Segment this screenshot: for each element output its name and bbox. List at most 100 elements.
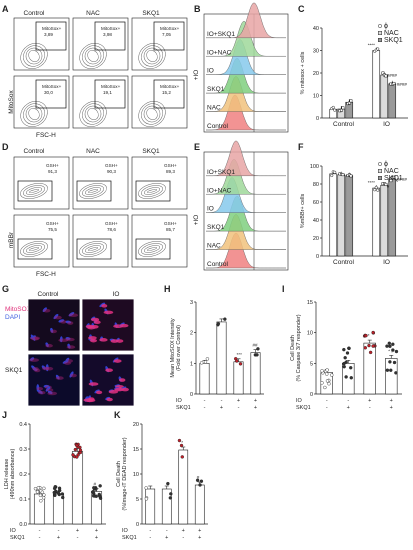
gate-percentage: 3,98 [103,32,112,37]
data-point [40,490,45,494]
mitosox-signal [46,388,54,392]
flow-plot-frame [72,75,129,129]
mitosox-signal [68,313,79,318]
mitosox-signal [66,345,76,349]
panel-a-col-control: Control [24,10,46,17]
treatment-io-sign: - [58,528,60,534]
mitosox-signal [121,387,129,392]
panel-a-xlabel: FSC-H [36,132,56,139]
data-point [394,349,399,354]
panel-a-col-nac: NAC [86,10,100,17]
histogram-label: SKQ1 [207,86,225,93]
data-point [60,492,65,496]
significance-mark: *** [237,352,243,357]
histogram-label: IO [207,68,214,75]
data-point [384,74,388,78]
histogram-trace [206,233,286,269]
data-point [345,351,350,355]
mitosox-signal [114,387,124,392]
mitosox-signal [42,366,50,371]
data-point [75,443,79,448]
histogram-label: IO+NAC [207,187,232,194]
data-point [36,486,41,490]
density-contour [79,101,107,127]
data-point [91,494,96,498]
y-tick-label: 10 [133,472,139,478]
gate-percentage: 19,1 [103,90,112,95]
flow-plot-frame [72,214,129,268]
y-tick-label: 40 [313,218,319,224]
flow-plot-frame [131,214,188,268]
treatment-skq1-sign: - [39,535,41,541]
flow-plot-frame [13,75,70,129]
histogram-trace [205,76,287,112]
gate-percentage: 75,5 [48,227,57,232]
data-point [53,493,57,498]
y-tick-label: 1 [190,361,193,367]
data-point [347,101,351,105]
data-point [41,496,46,500]
micrograph-tile [27,298,81,352]
data-point [342,361,346,366]
y-tick-label: 15 [133,447,139,453]
data-point [363,346,367,350]
treatment-label-io: IO [122,528,129,534]
treatment-label-io: IO [176,398,183,404]
density-contour [87,189,99,193]
treatment-skq1-sign: + [165,535,168,541]
gate-label: MitoSox+ [160,26,180,31]
density-contour [143,105,161,123]
panel-e-histograms: Control NAC SKQ1 IO IO+NAC IO+SKQ1 [203,140,289,271]
gate-label: MitoSox+ [42,84,62,89]
mitosox-signal [55,376,64,380]
mitosox-signal [105,368,113,372]
treatment-skq1-sign: + [347,405,350,411]
histogram-label: IO+NAC [207,49,232,56]
gate-percentage: 78,6 [107,227,116,232]
data-point [144,486,148,490]
treatment-io-sign: - [347,398,349,404]
y-tick-label: 0.0 [19,522,27,528]
density-contour [79,183,107,199]
y-axis-label: (490nm absorbance) [10,448,16,499]
significance-mark: #### [397,82,408,87]
y-axis-label: (Fold over Control) [176,325,182,371]
panel-label-j: J [2,410,7,420]
gate-percentage: 7,05 [162,32,171,37]
x-category-label: Control [333,121,355,128]
bar [199,363,210,395]
gate-box [17,238,53,260]
data-point [347,346,351,351]
panel-g-stain-dapi: DAPI [5,314,20,321]
micrograph-tile [27,353,81,407]
data-point [199,361,204,365]
data-point [42,486,46,491]
panel-label-h: H [164,284,171,294]
data-point [61,495,65,500]
histogram-label: IO [207,206,214,213]
panel-g-stain-mitosox: MitoSOX [5,306,32,313]
gate-box [94,79,126,109]
flow-plot-frame [72,17,129,71]
legend-label: ϕ [384,161,388,168]
data-point [144,497,149,501]
gate-percentage: 3,89 [44,32,53,37]
gate-percentage: 15,2 [162,90,171,95]
flow-plot-frame [13,156,70,210]
data-point [205,357,210,361]
gate-box [35,21,67,51]
panel-d-col-nac: NAC [86,148,100,155]
histogram-label: IO+SKQ1 [207,169,235,176]
gate-box [76,180,112,202]
data-point [368,350,373,355]
data-point [349,174,353,178]
data-point [216,322,221,326]
legend-label: SKQ1 [384,175,403,182]
density-contour [138,43,166,69]
histogram-label: Control [207,261,229,268]
panel-j-chart: 0.0 0.1 0.2 0.3 0.4 LDH release (490nm absorba… [4,422,106,541]
y-tick-label: 10 [307,331,313,337]
gate-percentage: 89,3 [166,169,175,174]
density-contour [20,101,48,127]
